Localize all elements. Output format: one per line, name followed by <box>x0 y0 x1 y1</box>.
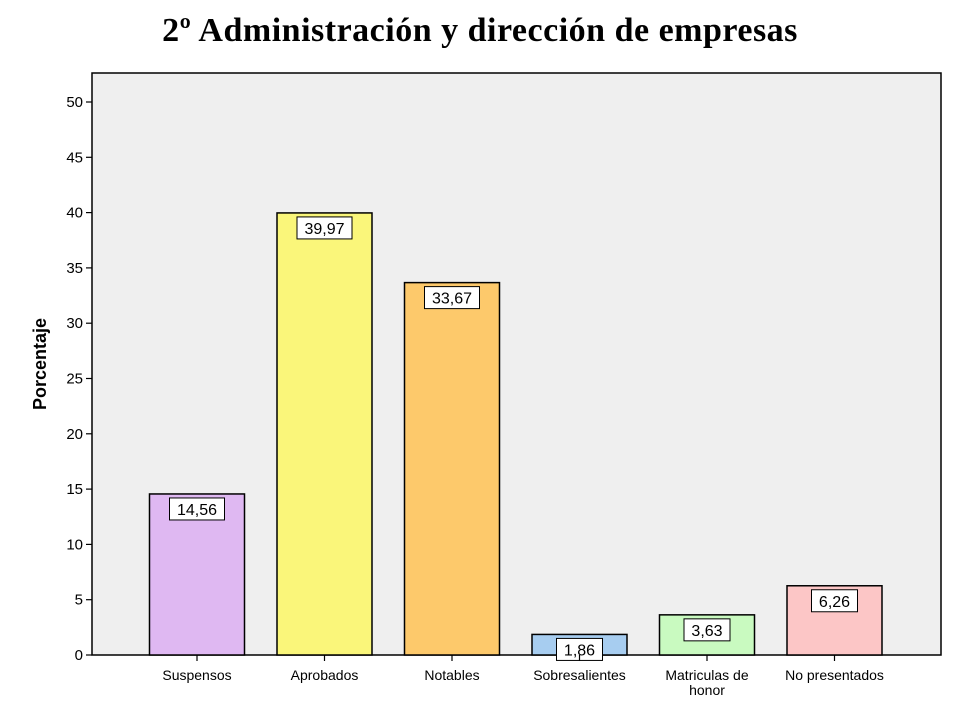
x-tick-label: Notables <box>424 667 479 683</box>
bars: 14,56 39,97 33,67 1,86 3,63 6,26 <box>148 212 883 661</box>
data-label: 1,86 <box>564 642 595 659</box>
x-tick-label: Matriculas de honor <box>665 667 748 698</box>
y-tick-label: 25 <box>66 371 83 388</box>
y-tick-label: 50 <box>66 94 83 111</box>
x-axis: Suspensos Aprobados Notables Sobresalientes… <box>162 655 884 698</box>
data-label-box <box>296 216 353 240</box>
data-label: 3,63 <box>691 623 722 640</box>
x-tick-label: No presentados <box>785 667 884 683</box>
y-axis-title: Porcentaje <box>30 318 50 410</box>
bar <box>276 212 373 656</box>
data-label-box <box>169 497 225 521</box>
y-tick-label: 30 <box>66 315 83 332</box>
x-tick-label: Suspensos <box>162 667 231 683</box>
bar <box>148 493 246 656</box>
x-tick-label: Sobresalientes <box>533 667 626 683</box>
y-tick-label: 45 <box>66 149 83 166</box>
y-axis: 0 5 10 15 20 25 30 35 40 45 50 <box>66 94 92 664</box>
chart-title: 2º Administración y dirección de empresa… <box>162 12 798 49</box>
y-tick-label: 5 <box>75 592 83 609</box>
data-label: 6,26 <box>819 594 850 611</box>
y-tick-label: 0 <box>75 647 83 664</box>
bar <box>403 281 501 656</box>
y-tick-label: 40 <box>66 205 83 222</box>
data-label: 33,67 <box>432 291 472 308</box>
data-label: 14,56 <box>177 502 217 519</box>
y-tick-label: 35 <box>66 260 83 277</box>
y-tick-label: 20 <box>66 426 83 443</box>
data-label-box <box>811 589 858 613</box>
x-tick-label: Aprobados <box>291 667 359 683</box>
data-label-box <box>424 286 480 310</box>
data-label: 39,97 <box>304 221 344 238</box>
y-tick-label: 15 <box>66 481 83 498</box>
y-tick-label: 10 <box>66 536 83 553</box>
data-label-box <box>683 618 731 642</box>
